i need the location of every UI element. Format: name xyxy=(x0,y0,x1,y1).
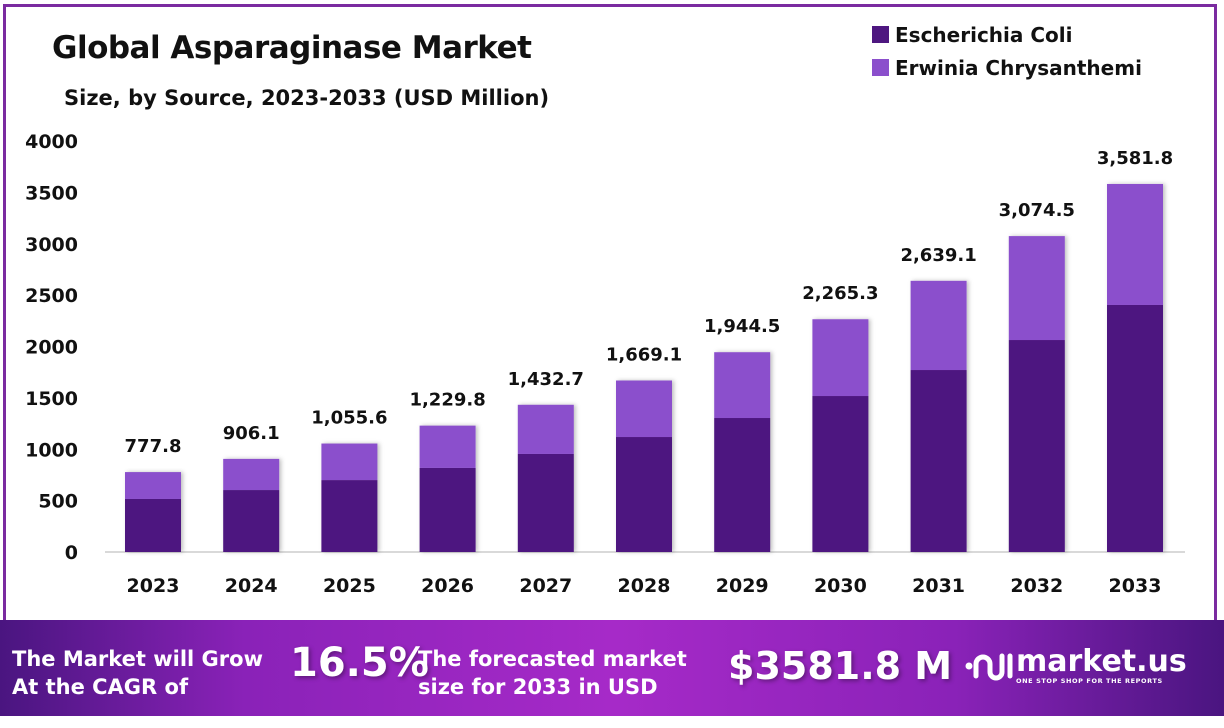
bar-total-label: 1,055.6 xyxy=(311,408,387,429)
y-tick-label: 2500 xyxy=(25,285,78,307)
bar-segment-escherichia-coli xyxy=(419,467,476,552)
bar-segment-erwinia-chrysanthemi xyxy=(223,458,280,491)
bar-total-label: 1,432.7 xyxy=(508,369,584,390)
legend-label: Escherichia Coli xyxy=(895,22,1073,47)
bar-group-2033 xyxy=(1107,183,1163,552)
bar-total-label: 3,074.5 xyxy=(999,200,1075,221)
bar-segment-escherichia-coli xyxy=(616,437,672,552)
y-tick-label: 0 xyxy=(65,542,78,564)
bar-total-label: 1,229.8 xyxy=(409,390,485,411)
cagr-caption-line1: The Market will Grow xyxy=(12,647,263,671)
y-tick-label: 1000 xyxy=(25,439,78,461)
bar-group-2025 xyxy=(321,443,378,552)
cagr-caption-line2: At the CAGR of xyxy=(12,675,189,699)
x-tick-label: 2026 xyxy=(421,575,474,597)
bar-chart: 0 500 1000 1500 2000 2500 3000 3500 4000 777.8 90… xyxy=(25,131,1185,597)
bar-total-label: 1,669.1 xyxy=(606,344,682,365)
x-tick-label: 2031 xyxy=(912,575,965,597)
logo-icon xyxy=(965,653,1013,681)
bar-group-2026 xyxy=(419,425,476,552)
bar-total-label: 1,944.5 xyxy=(704,316,780,337)
x-tick-label: 2025 xyxy=(323,575,376,597)
x-tick-label: 2029 xyxy=(716,575,769,597)
x-tick-label: 2023 xyxy=(127,575,180,597)
bar-segment-erwinia-chrysanthemi xyxy=(714,352,771,419)
legend-label: Erwinia Chrysanthemi xyxy=(895,55,1142,80)
y-tick-label: 1500 xyxy=(25,388,78,410)
bar-group-2030 xyxy=(812,319,869,552)
summary-banner xyxy=(0,620,1224,716)
legend: Escherichia Coli Erwinia Chrysanthemi xyxy=(872,18,1142,84)
y-tick-label: 500 xyxy=(38,491,78,513)
forecast-caption-line2: size for 2033 in USD xyxy=(418,675,658,699)
bar-segment-erwinia-chrysanthemi xyxy=(1107,183,1163,305)
bar-group-2024 xyxy=(223,458,280,552)
x-tick-label: 2032 xyxy=(1010,575,1063,597)
bar-segment-erwinia-chrysanthemi xyxy=(812,319,869,397)
bar-total-label: 2,265.3 xyxy=(802,283,878,304)
market-us-logo[interactable]: market.us ONE STOP SHOP FOR THE REPORTS xyxy=(964,646,1187,686)
bar-group-2028 xyxy=(616,380,672,552)
y-tick-label: 3000 xyxy=(25,234,78,256)
bar-segment-escherichia-coli xyxy=(714,418,771,552)
bar-segment-erwinia-chrysanthemi xyxy=(321,443,378,481)
bar-segment-escherichia-coli xyxy=(1107,304,1163,552)
legend-swatch xyxy=(872,59,889,76)
y-axis: 0 500 1000 1500 2000 2500 3000 3500 4000 xyxy=(25,131,78,564)
forecast-value: $3581.8 M xyxy=(728,644,953,688)
chart-title: Global Asparaginase Market xyxy=(52,30,532,66)
bars: 777.8 906.1 1,055.6 1,229.8 1,432.7 1,669.1 1,… xyxy=(125,148,1173,552)
x-tick-label: 2028 xyxy=(618,575,671,597)
bar-total-label: 2,639.1 xyxy=(900,245,976,266)
bar-group-2027 xyxy=(517,404,574,552)
bar-group-2029 xyxy=(714,352,771,552)
bar-segment-erwinia-chrysanthemi xyxy=(125,472,181,499)
bar-group-2032 xyxy=(1008,236,1065,552)
bar-group-2031 xyxy=(910,280,967,552)
bar-total-label: 906.1 xyxy=(223,423,280,444)
chart-subtitle: Size, by Source, 2023-2033 (USD Million) xyxy=(64,86,550,110)
bar-segment-escherichia-coli xyxy=(321,480,378,552)
legend-item-escherichia-coli: Escherichia Coli xyxy=(872,18,1142,51)
bar-segment-escherichia-coli xyxy=(812,396,869,552)
x-axis: 2023 2024 2025 2026 2027 2028 2029 2030 2031 2032… xyxy=(127,575,1162,597)
forecast-caption-line1: The forecasted market xyxy=(418,647,687,671)
forecast-caption: The forecasted market size for 2033 in U… xyxy=(418,645,687,701)
bar-segment-escherichia-coli xyxy=(223,490,280,552)
legend-swatch xyxy=(872,26,889,43)
logo-name: market.us xyxy=(1016,644,1187,679)
bar-segment-erwinia-chrysanthemi xyxy=(616,380,672,438)
cagr-value: 16.5% xyxy=(290,640,429,686)
cagr-caption: The Market will Grow At the CAGR of xyxy=(12,645,263,701)
x-tick-label: 2024 xyxy=(225,575,278,597)
bar-segment-escherichia-coli xyxy=(517,453,574,552)
bar-total-label: 3,581.8 xyxy=(1097,148,1173,169)
bar-segment-erwinia-chrysanthemi xyxy=(419,425,476,468)
bar-segment-erwinia-chrysanthemi xyxy=(517,404,574,454)
bar-total-label: 777.8 xyxy=(125,436,182,457)
y-tick-label: 4000 xyxy=(25,131,78,153)
y-tick-label: 3500 xyxy=(25,182,78,204)
legend-item-erwinia-chrysanthemi: Erwinia Chrysanthemi xyxy=(872,51,1142,84)
bar-segment-erwinia-chrysanthemi xyxy=(910,280,967,371)
bar-segment-erwinia-chrysanthemi xyxy=(1008,236,1065,341)
y-tick-label: 2000 xyxy=(25,337,78,359)
x-tick-label: 2030 xyxy=(814,575,867,597)
bar-group-2023 xyxy=(125,472,181,552)
x-tick-label: 2027 xyxy=(519,575,572,597)
bar-segment-escherichia-coli xyxy=(1008,340,1065,552)
x-tick-label: 2033 xyxy=(1109,575,1162,597)
bar-segment-escherichia-coli xyxy=(910,370,967,552)
logo-tagline: ONE STOP SHOP FOR THE REPORTS xyxy=(1016,677,1163,685)
bar-segment-escherichia-coli xyxy=(125,498,181,552)
